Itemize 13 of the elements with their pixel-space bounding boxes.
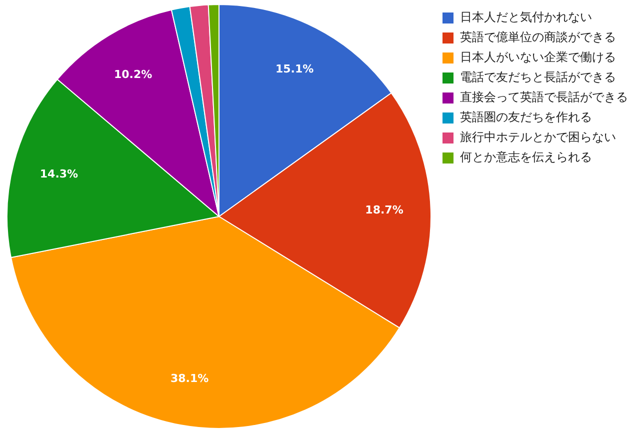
legend-label: 何とか意志を伝えられる [460, 150, 592, 164]
legend-label: 日本人だと気付かれない [460, 10, 592, 24]
data-label: 38.1% [170, 372, 209, 386]
data-label: 18.7% [365, 204, 404, 217]
legend-label: 英語で億単位の商談ができる [460, 30, 616, 44]
legend-label: 直接会って英語で長話ができる [460, 90, 628, 104]
legend-label: 電話で友だちと長話ができる [460, 70, 616, 84]
data-label: 15.1% [275, 62, 314, 76]
legend-label: 旅行中ホテルとかで困らない [460, 130, 616, 144]
data-label: 10.2% [114, 68, 152, 82]
legend-label: 日本人がいない企業で働ける [460, 50, 616, 64]
legend-label: 英語圏の友だちを作れる [460, 110, 592, 124]
data-label: 14.3% [40, 168, 78, 181]
